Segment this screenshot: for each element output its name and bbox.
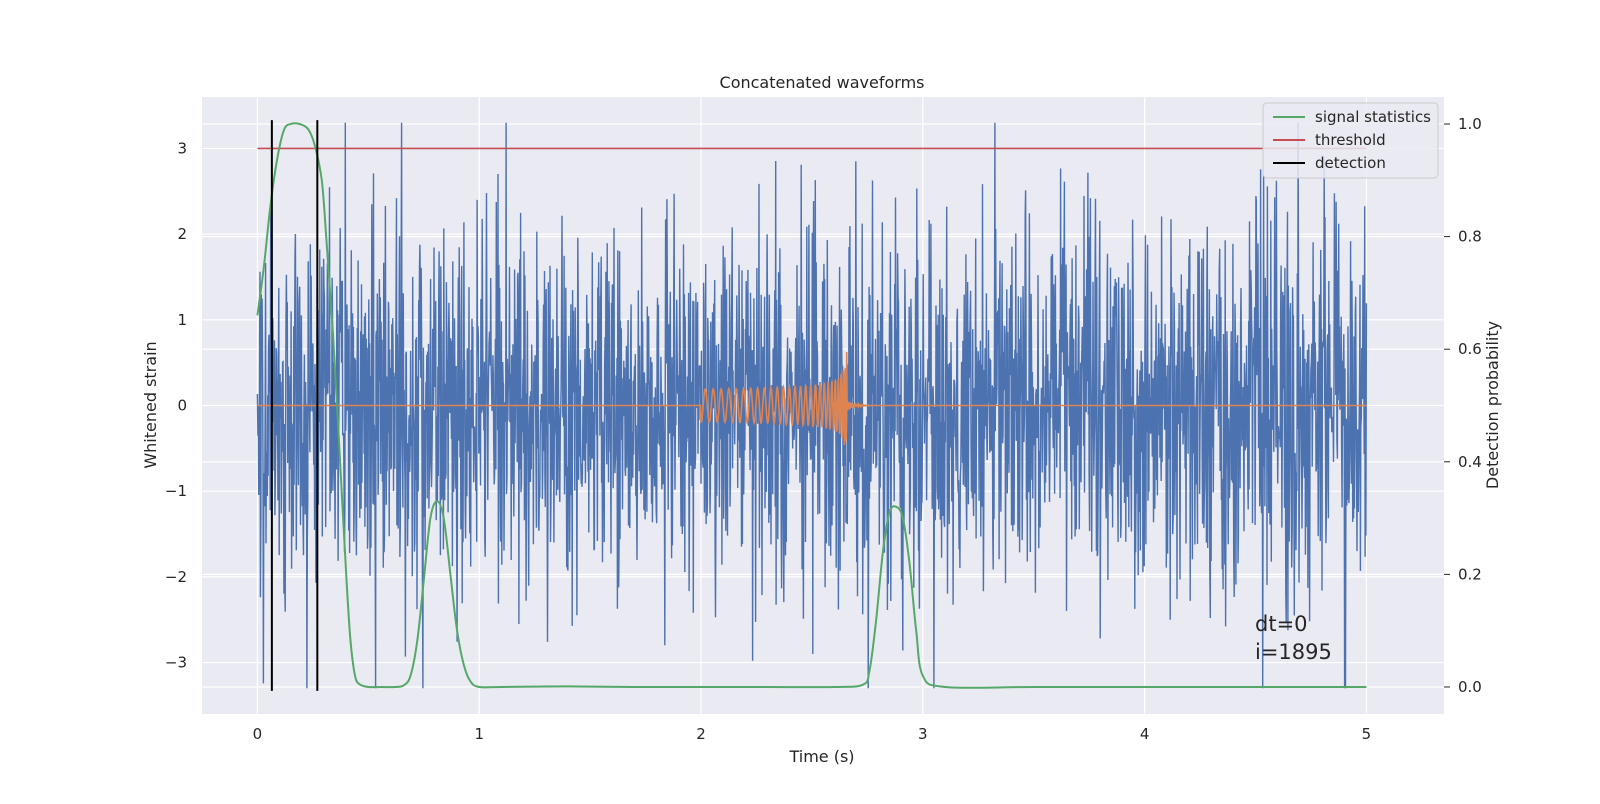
y2-axis-label: Detection probability [1483,321,1502,489]
y2-tick-label: 1.0 [1458,115,1482,133]
legend-label: threshold [1315,131,1386,149]
legend-label: detection [1315,154,1386,172]
axes: 0 1 2 3 4 5 −3 −2 −1 0 1 2 3 0.0 0.2 0.4 0.6 0.8 1.0 [165,115,1482,743]
y-tick-label: 3 [177,139,187,157]
y-tick-label: −2 [165,568,187,586]
annotation-index: i=1895 [1255,640,1332,664]
x-tick-label: 5 [1362,725,1372,743]
legend-box [1262,102,1439,179]
y-tick-label: 1 [177,311,187,329]
y2-tick-label: 0.4 [1458,453,1482,471]
y-tick-label: 2 [177,225,187,243]
y-tick-label: −3 [165,654,187,672]
signal-statistics-line [256,122,1367,689]
x-axis-label: Time (s) [788,747,854,766]
chart-title: Concatenated waveforms [720,73,925,92]
injected-chirp-line [257,351,1367,446]
series-group [256,120,1368,691]
x-tick-label: 3 [918,725,928,743]
y2-tick-label: 0.6 [1458,340,1482,358]
series-layer [256,120,1368,691]
y2-tick-label: 0.0 [1458,678,1482,696]
legend: signal statistics threshold detection [1262,102,1439,179]
x-tick-label: 1 [474,725,484,743]
x-tick-label: 4 [1140,725,1150,743]
y2-tick-label: 0.8 [1458,228,1482,246]
y-axis-label: Whitened strain [141,341,160,468]
y2-tick-label: 0.2 [1458,565,1482,583]
y-tick-label: −1 [165,482,187,500]
annotation-box: dt=0 i=1895 [1255,612,1332,664]
x-tick-label: 2 [696,725,706,743]
x-tick-label: 0 [253,725,263,743]
y-tick-label: 0 [177,397,187,415]
legend-label: signal statistics [1315,108,1431,126]
annotation-dt: dt=0 [1255,612,1308,636]
